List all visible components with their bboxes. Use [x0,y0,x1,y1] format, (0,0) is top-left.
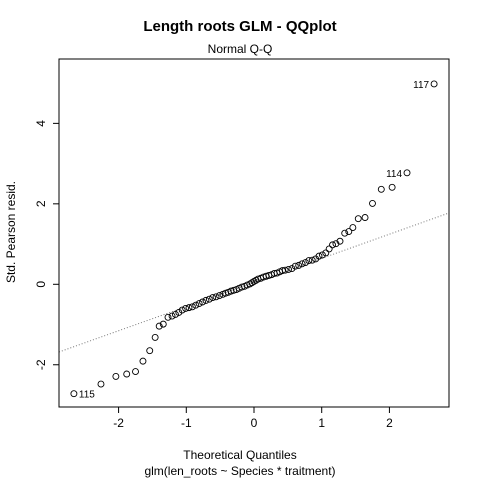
data-point [332,240,340,248]
chart-title: Length roots GLM - QQplot [143,18,337,35]
data-point [155,322,163,330]
x-tick-label: 0 [251,416,258,430]
data-point [361,214,369,221]
data-point [288,265,296,273]
y-tick-label: 4 [34,120,48,127]
y-tick-label: 0 [34,281,48,288]
data-point [202,296,210,304]
chart-subtitle: Normal Q-Q [207,42,273,56]
x-axis-label: Theoretical Quantiles [183,448,297,462]
data-point [123,370,131,378]
plot-frame [58,58,450,408]
data-point [349,224,357,232]
data-point [257,274,265,282]
point-label: 117 [413,80,429,91]
data-point [159,320,167,328]
data-point [329,241,336,249]
x-tick-label: 1 [318,416,325,430]
point-label: 114 [386,169,402,180]
data-point [318,251,326,259]
data-point [341,229,349,237]
data-point [308,256,316,264]
data-point [298,260,306,268]
data-point [132,368,139,376]
point-label: 115 [79,390,95,401]
x-tick-label: -1 [181,416,192,430]
data-point [403,169,411,177]
data-point [205,295,213,303]
data-point [345,228,353,236]
data-point [212,293,220,301]
data-point [182,304,190,312]
data-point [354,215,362,223]
data-point [219,290,227,298]
data-point [369,199,376,207]
data-point [216,292,223,300]
data-point [185,304,193,312]
data-point [302,259,309,267]
y-tick-label: -2 [34,359,48,370]
x-tick-label: -2 [113,416,124,430]
data-point [195,300,203,308]
data-point [295,261,303,269]
data-point [322,249,330,257]
data-point [164,313,172,321]
data-point [388,183,396,191]
data-point [377,185,385,193]
data-point [430,80,438,88]
data-point [139,357,147,365]
data-point [172,311,179,318]
data-point [168,312,176,320]
data-point [146,347,154,355]
data-point [305,257,313,265]
data-point [199,298,206,306]
data-point [175,309,183,316]
x-tick-label: 2 [386,416,393,430]
y-tick-label: 2 [34,200,48,207]
data-point [209,294,217,302]
data-point [151,333,159,341]
model-caption: glm(len_roots ~ Species * traitment) [144,464,336,478]
data-point [312,255,320,263]
data-point [112,372,120,380]
data-point [97,380,105,388]
data-point [192,301,200,309]
data-point [188,303,196,311]
data-point [70,390,78,398]
data-point [325,245,333,253]
